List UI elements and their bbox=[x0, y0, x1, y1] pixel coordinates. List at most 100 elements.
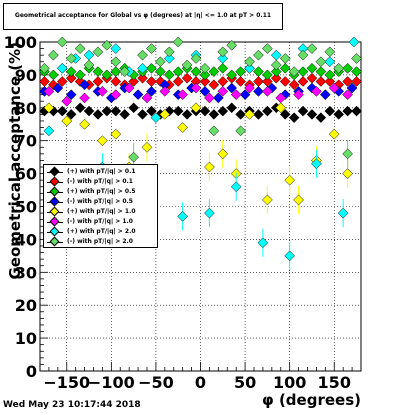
data-point bbox=[159, 109, 171, 120]
data-point bbox=[306, 62, 318, 74]
data-point bbox=[119, 66, 131, 77]
data-point bbox=[230, 181, 242, 193]
legend-entry: (+) with pT/|q| > 0.1 bbox=[47, 166, 159, 177]
data-point bbox=[65, 89, 77, 100]
data-point bbox=[83, 59, 95, 71]
data-point bbox=[163, 46, 175, 58]
data-point bbox=[319, 89, 331, 100]
data-point bbox=[342, 76, 353, 87]
data-point bbox=[244, 62, 255, 74]
data-point bbox=[110, 76, 122, 87]
data-point bbox=[101, 105, 113, 117]
x-tick-label: −50 bbox=[138, 373, 174, 392]
data-point bbox=[190, 66, 202, 77]
data-point bbox=[262, 69, 273, 81]
data-point bbox=[324, 105, 336, 117]
data-point bbox=[48, 49, 59, 61]
legend-label: (-) with pT/|q| > 2.0 bbox=[67, 238, 133, 245]
data-point bbox=[315, 76, 327, 87]
data-point bbox=[43, 85, 55, 97]
data-point bbox=[74, 102, 86, 114]
data-point bbox=[208, 79, 220, 91]
data-point bbox=[61, 95, 73, 107]
data-point bbox=[275, 102, 287, 114]
data-point bbox=[262, 85, 273, 97]
data-point bbox=[146, 85, 157, 97]
data-point bbox=[190, 53, 202, 64]
y-tick-label: 50 bbox=[15, 198, 37, 217]
data-point bbox=[92, 66, 104, 77]
data-point bbox=[208, 125, 220, 137]
data-point bbox=[253, 66, 264, 77]
data-point bbox=[74, 69, 86, 81]
data-point bbox=[65, 109, 77, 120]
data-point bbox=[48, 69, 59, 81]
data-point bbox=[257, 237, 269, 249]
data-point bbox=[279, 62, 291, 74]
data-point bbox=[79, 79, 90, 91]
data-point bbox=[92, 109, 104, 120]
legend-label: (-) with pT/|q| > 1.0 bbox=[67, 218, 133, 225]
data-point bbox=[235, 76, 246, 87]
data-point bbox=[235, 109, 246, 120]
data-point bbox=[288, 112, 300, 124]
data-point bbox=[337, 207, 349, 219]
data-point bbox=[333, 62, 345, 74]
y-tick-label: 40 bbox=[15, 230, 37, 249]
y-tick-label: 60 bbox=[15, 165, 37, 184]
data-point bbox=[235, 125, 246, 137]
data-point bbox=[163, 69, 175, 81]
data-point bbox=[342, 148, 353, 160]
data-point bbox=[262, 43, 273, 54]
data-point bbox=[306, 43, 318, 54]
legend-marker bbox=[49, 216, 60, 227]
data-point bbox=[262, 194, 273, 206]
data-point bbox=[65, 72, 77, 84]
legend-marker bbox=[49, 186, 60, 197]
x-tick-label: 0 bbox=[195, 373, 206, 392]
data-point bbox=[199, 105, 211, 117]
data-point bbox=[190, 102, 202, 114]
data-point bbox=[315, 112, 327, 124]
data-point bbox=[128, 151, 139, 163]
legend-entry: (-) with pT/|q| > 0.1 bbox=[47, 176, 159, 187]
data-point bbox=[199, 62, 211, 74]
data-point bbox=[101, 69, 113, 81]
data-point bbox=[351, 76, 362, 87]
data-point bbox=[172, 105, 184, 117]
data-point bbox=[128, 102, 139, 114]
data-point bbox=[101, 39, 113, 51]
data-point bbox=[181, 72, 193, 84]
data-point bbox=[56, 62, 68, 74]
legend-entry: (-) with pT/|q| > 1.0 bbox=[47, 216, 159, 227]
data-point bbox=[270, 59, 282, 71]
data-point bbox=[346, 82, 358, 94]
data-point bbox=[311, 85, 322, 97]
legend-label: (+) with pT/|q| > 0.5 bbox=[67, 188, 136, 195]
data-point bbox=[65, 66, 77, 77]
chart-title: Geometrical acceptance for Global vs φ (… bbox=[14, 12, 272, 19]
y-axis-label: Geometrical acceptance (%) bbox=[6, 42, 24, 280]
data-point bbox=[342, 168, 353, 179]
legend-marker bbox=[49, 176, 60, 187]
data-point bbox=[288, 66, 300, 77]
data-point bbox=[137, 62, 148, 74]
data-point bbox=[137, 72, 148, 84]
data-point bbox=[351, 53, 362, 64]
data-point bbox=[74, 43, 86, 54]
legend-label: (+) with pT/|q| > 0.1 bbox=[67, 168, 136, 175]
data-point bbox=[324, 46, 336, 58]
data-point bbox=[177, 211, 189, 222]
data-point bbox=[56, 36, 68, 48]
legend: (+) with pT/|q| > 0.1 (-) with pT/|q| > 0… bbox=[43, 164, 158, 248]
y-tick-label: 80 bbox=[15, 99, 37, 118]
data-point bbox=[137, 49, 148, 61]
data-point bbox=[226, 69, 238, 81]
y-tick-label: 100 bbox=[4, 33, 37, 52]
data-point bbox=[65, 53, 77, 64]
data-point bbox=[230, 89, 242, 100]
data-point bbox=[141, 141, 153, 153]
data-point bbox=[123, 82, 135, 94]
data-point bbox=[262, 105, 273, 117]
data-point bbox=[226, 82, 238, 94]
